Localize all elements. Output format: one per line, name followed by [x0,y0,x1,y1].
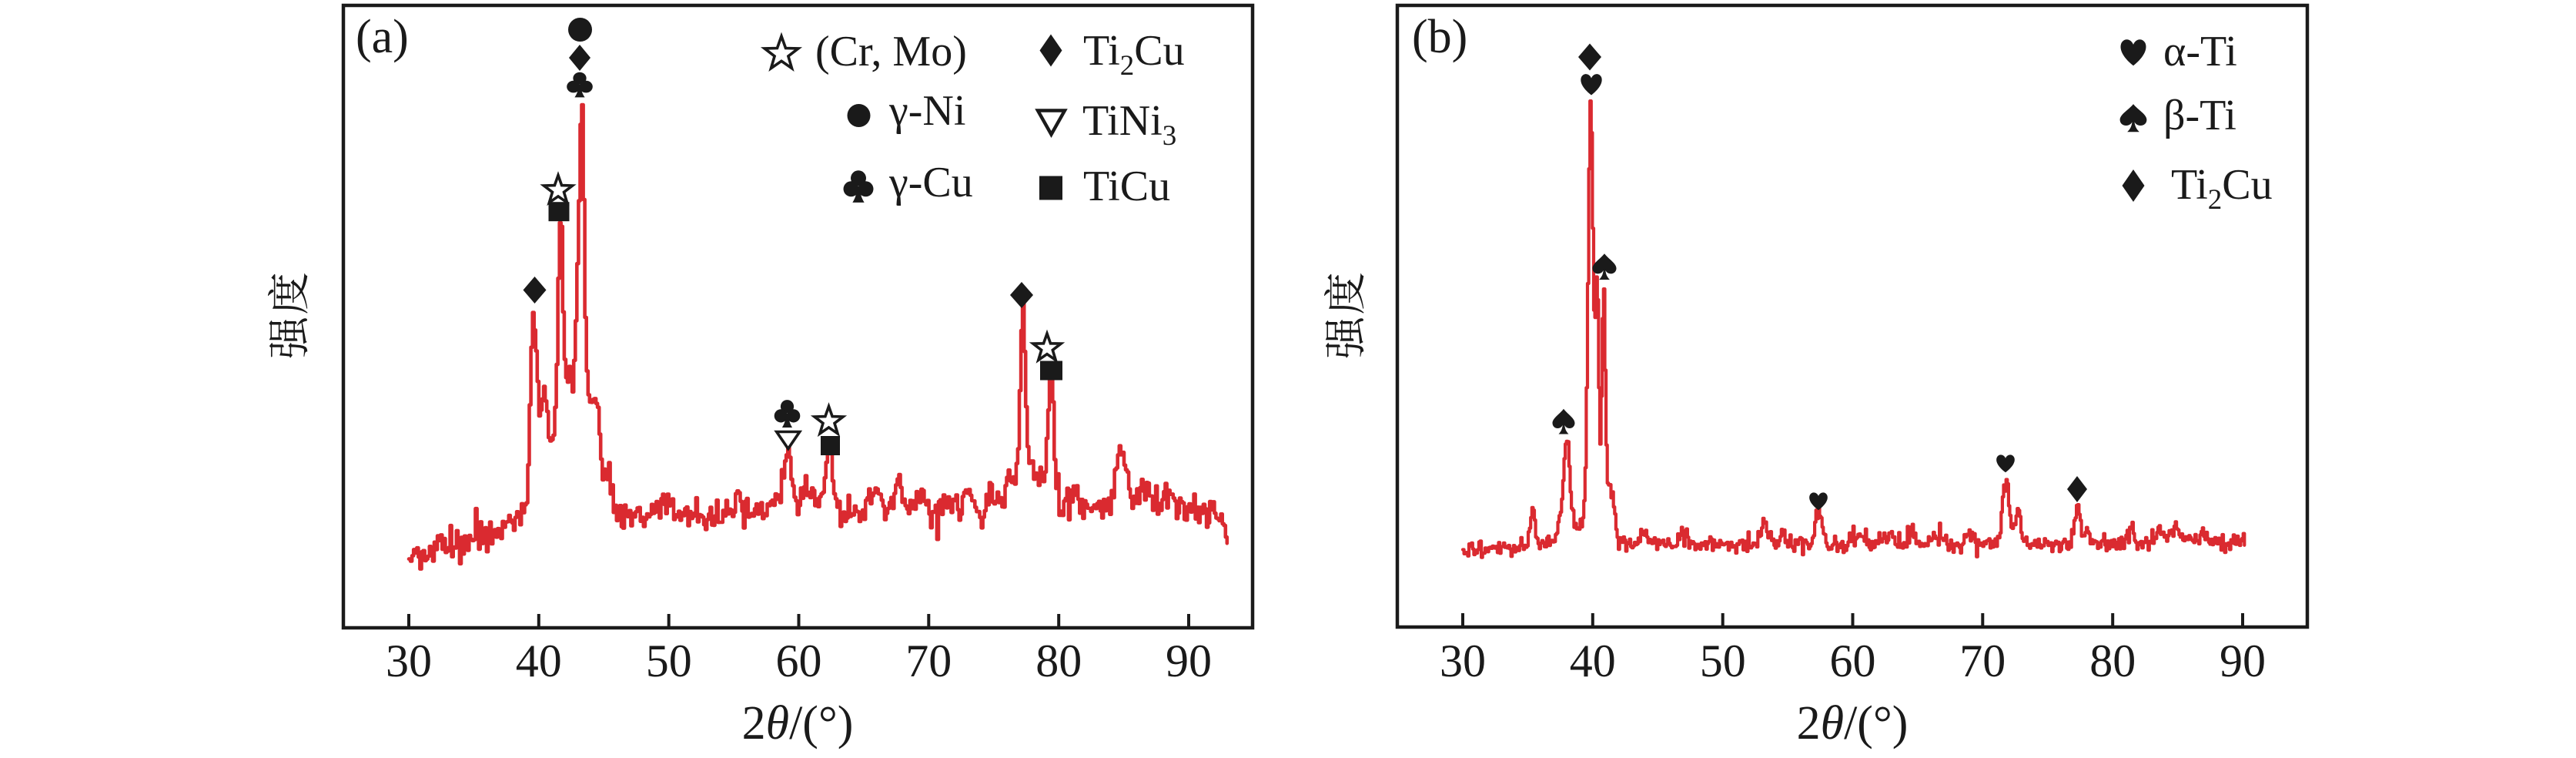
svg-text:60: 60 [1830,636,1876,686]
svg-text:(Cr, Mo): (Cr, Mo) [815,28,967,75]
svg-text:Ti2Cu: Ti2Cu [2171,161,2273,216]
svg-text:30: 30 [386,636,432,686]
svg-text:70: 70 [1959,636,2006,686]
svg-text:TiCu: TiCu [1083,163,1170,210]
svg-text:80: 80 [1035,636,1082,686]
svg-text:γ-Ni: γ-Ni [888,87,965,135]
svg-text:80: 80 [2089,636,2136,686]
svg-text:(a): (a) [356,11,409,63]
svg-text:β-Ti: β-Ti [2163,92,2236,139]
svg-text:30: 30 [1440,636,1486,686]
svg-text:90: 90 [2220,636,2266,686]
svg-text:TiNi3: TiNi3 [1082,97,1176,152]
svg-text:90: 90 [1166,636,1212,686]
svg-text:γ-Cu: γ-Cu [888,159,973,206]
svg-text:50: 50 [646,636,692,686]
svg-text:α-Ti: α-Ti [2163,28,2237,75]
svg-text:Ti2Cu: Ti2Cu [1083,27,1185,82]
svg-text:70: 70 [905,636,952,686]
svg-text:40: 40 [516,636,562,686]
svg-text:2θ/(°): 2θ/(°) [1797,697,1909,750]
svg-text:2θ/(°): 2θ/(°) [742,697,854,750]
svg-text:40: 40 [1570,636,1616,686]
svg-text:60: 60 [776,636,822,686]
svg-text:50: 50 [1700,636,1746,686]
svg-text:(b): (b) [1412,11,1467,63]
